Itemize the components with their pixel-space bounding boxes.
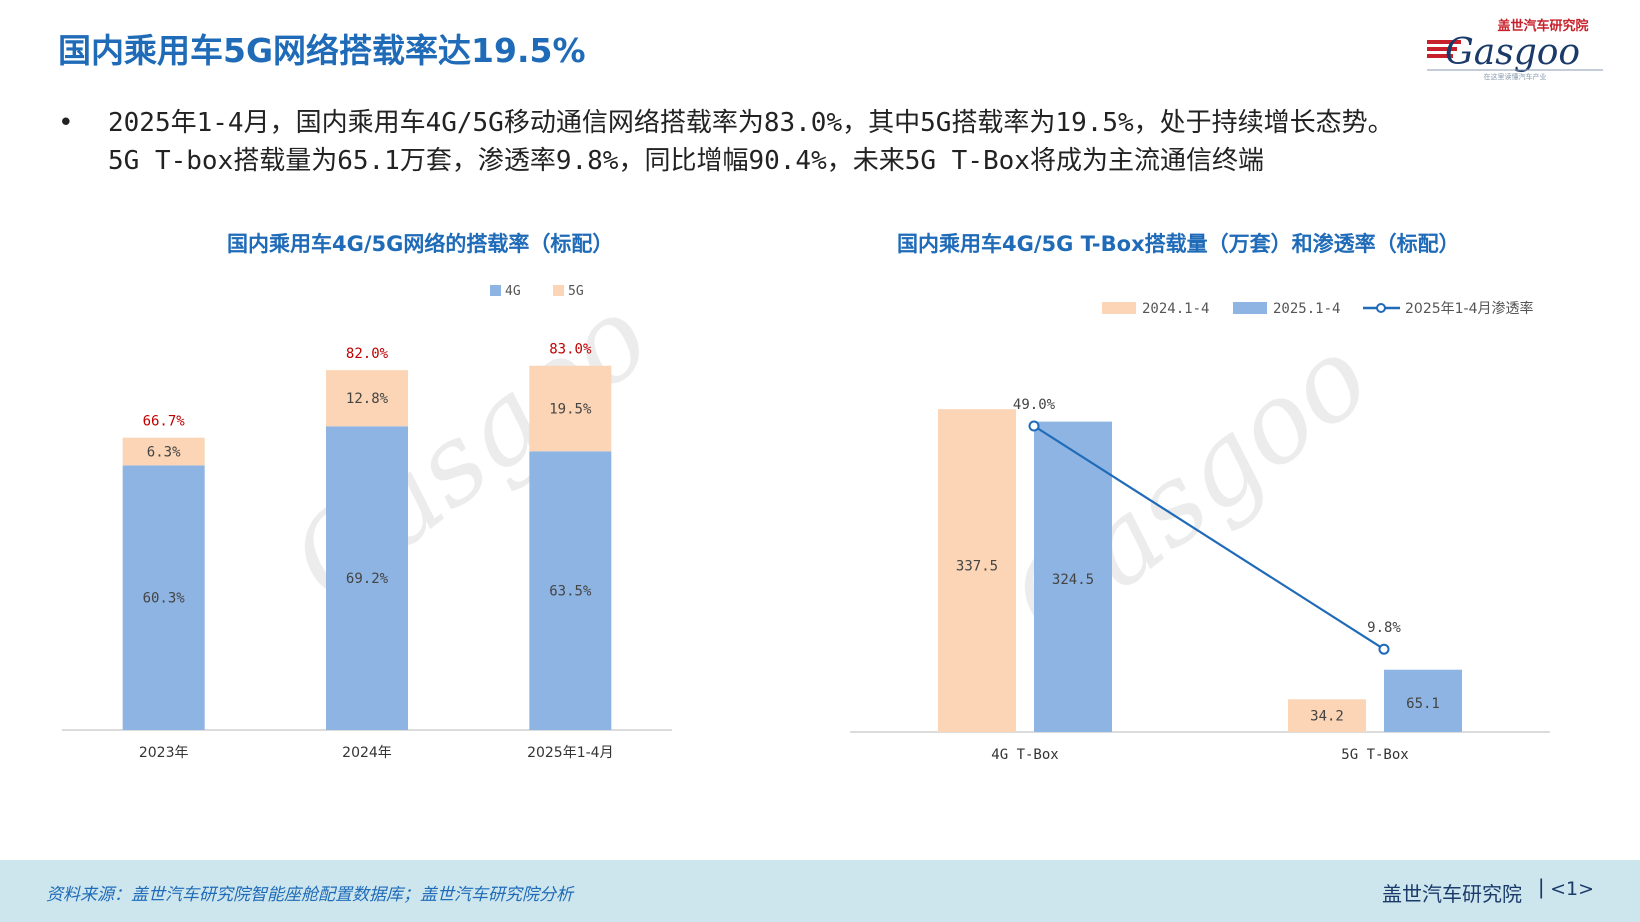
bullet-dot: • (58, 108, 74, 138)
chart1-label-5g: 19.5% (549, 402, 592, 418)
chart1-bar-4g (122, 465, 205, 730)
footer-bar: 资料来源：盖世汽车研究院智能座舱配置数据库；盖世汽车研究院分析 盖世汽车研究院 … (0, 860, 1640, 922)
chart2-x-tick: 4G T-Box (991, 747, 1058, 763)
chart1-label-4g: 69.2% (346, 571, 389, 587)
chart2-title: 国内乘用车4G/5G T-Box搭载量（万套）和渗透率（标配） (897, 232, 1460, 256)
chart2-label-2024: 337.5 (956, 559, 998, 575)
logo-stripes-icon (1427, 40, 1461, 58)
logo-cn-text: 盖世汽车研究院 (1497, 18, 1588, 34)
chart1-bar-5g (529, 365, 612, 452)
chart1-total-label: 83.0% (549, 342, 592, 358)
page-number: <1> (1550, 878, 1594, 900)
chart1-label-5g: 6.3% (147, 445, 181, 461)
bullet-line-1: 2025年1-4月，国内乘用车4G/5G移动通信网络搭载率为83.0%，其中5G… (108, 108, 1394, 138)
footer-org: 盖世汽车研究院 (1382, 882, 1522, 906)
chart2-bar-2025 (1384, 669, 1462, 732)
chart2-rate-label: 49.0% (1013, 397, 1056, 413)
chart2-legend-swatch-2024 (1102, 302, 1136, 314)
chart2-bar-2025 (1034, 421, 1112, 732)
chart2-rate-label: 9.8% (1367, 620, 1401, 636)
chart1-x-tick: 2023年 (139, 745, 189, 761)
chart1-bar-4g (529, 451, 612, 730)
footer-source: 资料来源：盖世汽车研究院智能座舱配置数据库；盖世汽车研究院分析 (46, 885, 573, 905)
chart1-legend-label-5g: 5G (568, 284, 584, 299)
chart2-rate-line (1033, 425, 1385, 651)
chart2-bar-2024 (938, 409, 1016, 732)
gasgoo-logo: 盖世汽车研究院 Gasgoo 在这里读懂汽车产业 (1427, 18, 1603, 81)
chart1-stacked-bar: 4G 5G 60.3% 6.3% 66.7% 2023年 69.2% 12.8% 82.0% 20… (62, 284, 672, 761)
chart2-x-tick: 5G T-Box (1341, 747, 1408, 763)
chart1-x-tick: 2025年1-4月 (527, 745, 614, 761)
chart2-label-2025: 324.5 (1052, 572, 1094, 588)
chart2-legend-swatch-2025 (1233, 302, 1267, 314)
bullet-line-2: 5G T-box搭载量为65.1万套，渗透率9.8%，同比增幅90.4%，未来5… (108, 146, 1264, 176)
chart1-title: 国内乘用车4G/5G网络的搭载率（标配） (227, 232, 614, 256)
chart2-tbox-bar-line: 2024.1-4 2025.1-4 2025年1-4月渗透率 337.5 324.5 4G… (850, 300, 1550, 763)
chart2-label-2024: 34.2 (1310, 709, 1344, 725)
chart1-total-label: 66.7% (143, 414, 186, 430)
chart1-label-5g: 12.8% (346, 391, 389, 407)
chart1-x-tick: 2024年 (342, 745, 392, 761)
chart2-legend-label-2025: 2025.1-4 (1273, 301, 1340, 317)
chart1-bar-5g (326, 370, 408, 427)
chart2-legend-label-2024: 2024.1-4 (1142, 301, 1209, 317)
logo-tagline: 在这里读懂汽车产业 (1484, 72, 1547, 81)
chart2-label-2025: 65.1 (1406, 696, 1440, 712)
logo-brand-text: Gasgoo (1445, 32, 1580, 73)
chart2-bar-2024 (1288, 699, 1366, 732)
chart2-legend-label-rate: 2025年1-4月渗透率 (1405, 300, 1534, 317)
chart2-rate-point (1028, 420, 1040, 432)
chart1-label-4g: 60.3% (143, 591, 186, 607)
chart2-rate-point (1378, 643, 1390, 655)
footer-separator: | (1538, 876, 1544, 899)
chart1-bar-4g (326, 426, 408, 730)
chart1-total-label: 82.0% (346, 346, 389, 362)
chart2-legend-marker-rate (1376, 303, 1386, 313)
chart1-bar-5g (122, 437, 205, 466)
chart1-legend-swatch-4g (490, 285, 501, 296)
chart1-legend-swatch-5g (553, 285, 564, 296)
page-title: 国内乘用车5G网络搭载率达19.5% (58, 31, 586, 70)
chart1-label-4g: 63.5% (549, 584, 592, 600)
chart1-legend-label-4g: 4G (505, 284, 521, 299)
